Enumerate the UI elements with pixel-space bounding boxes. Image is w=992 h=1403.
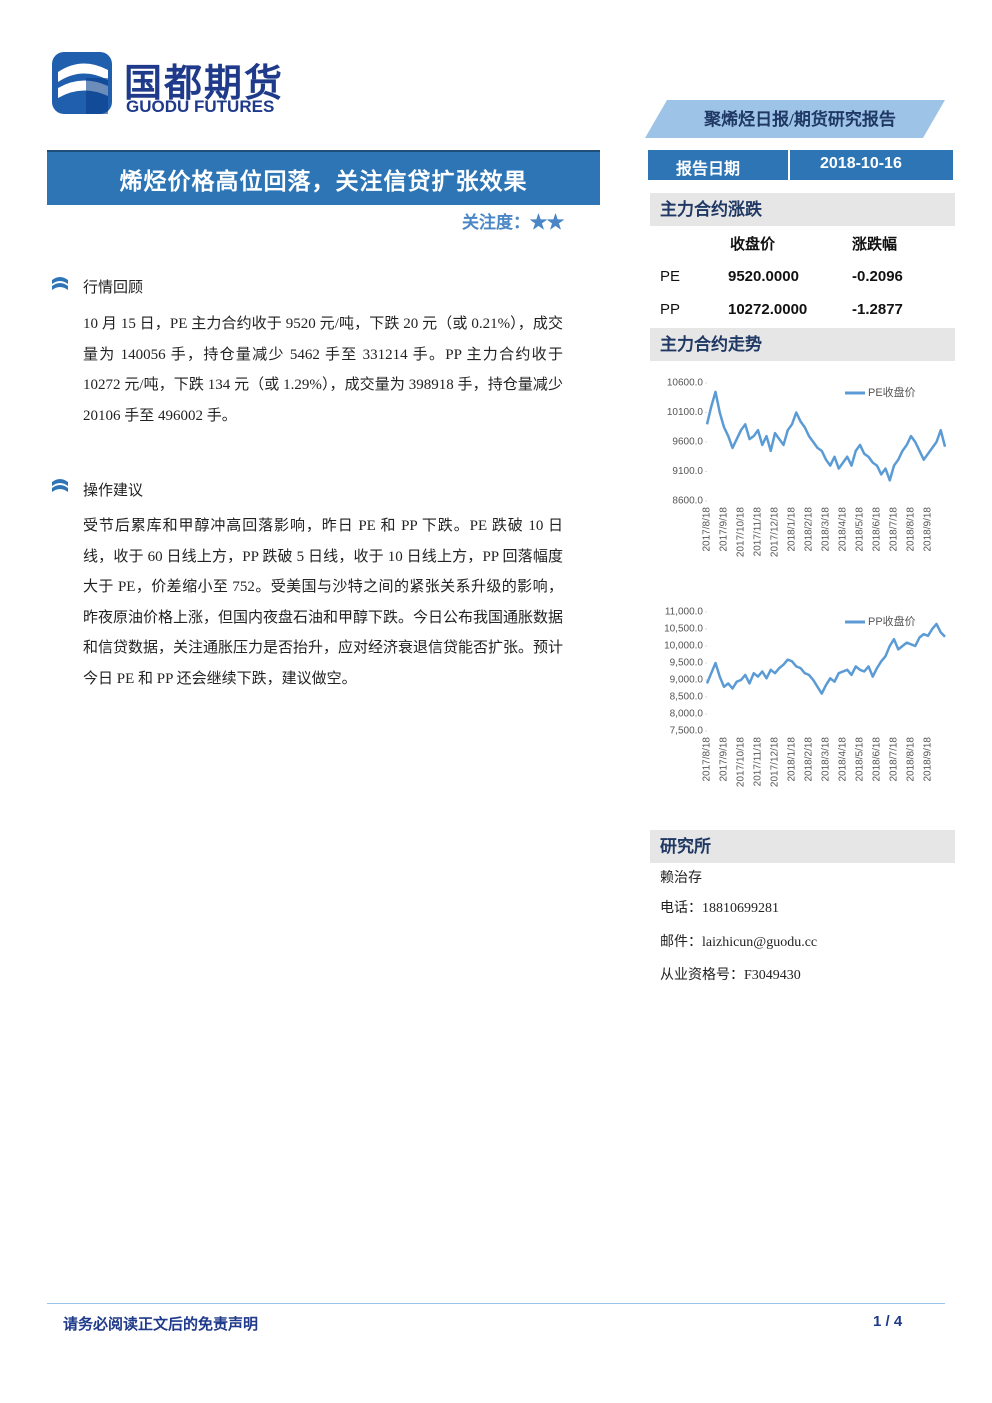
x-tick-label: 2018/3/18: [821, 507, 832, 552]
date-label: 报告日期: [676, 161, 741, 178]
x-tick-label: 2018/9/18: [923, 737, 934, 782]
x-tick-label: 2017/11/18: [753, 507, 764, 557]
y-tick-label: 8600.0: [672, 496, 703, 507]
x-tick-label: 2018/6/18: [872, 507, 883, 552]
y-tick-label: 10600.0: [667, 378, 704, 389]
date-row: 报告日期 2018-10-16: [648, 150, 953, 180]
table-cell: 10272.0000: [728, 301, 808, 318]
x-tick-label: 2017/9/18: [719, 507, 730, 552]
section-text: 10 月 15 日，PE 主力合约收于 9520 元/吨，下跌 20 元（或 0…: [83, 316, 563, 424]
x-tick-label: 2017/10/18: [736, 737, 747, 787]
x-tick-label: 2018/6/18: [872, 737, 883, 782]
focus-stars: ★★: [530, 213, 564, 232]
license: 从业资格号：F3049430: [660, 968, 801, 983]
focus: 关注度：★★: [462, 208, 564, 233]
x-tick-label: 2018/1/18: [787, 507, 798, 552]
sidebar-heading: 主力合约走势: [650, 328, 955, 361]
x-tick-label: 2017/12/18: [770, 737, 781, 787]
x-tick-label: 2017/11/18: [753, 737, 764, 787]
table-cell: PE: [660, 268, 681, 285]
disclaimer: 请务必阅读正文后的免责声明: [63, 1317, 259, 1333]
page-number: 1 / 4: [873, 1313, 903, 1330]
report-type: 聚烯烃日报/期货研究报告: [703, 109, 896, 129]
table-header: 涨跌幅: [852, 237, 898, 253]
table-cell: 9520.0000: [728, 268, 799, 285]
y-tick-label: 10100.0: [667, 407, 704, 418]
x-tick-label: 2018/8/18: [906, 737, 917, 782]
section-text: 受节后累库和甲醇冲高回落影响，昨日 PE 和 PP 下跌。PE 跌破 10 日线…: [83, 518, 564, 687]
y-tick-label: 10,000.0: [664, 641, 703, 652]
x-tick-label: 2018/4/18: [838, 507, 849, 552]
divider: [788, 150, 790, 180]
report-title: 烯烃价格高位回落，关注信贷扩张效果: [47, 150, 600, 205]
x-tick-label: 2018/3/18: [821, 737, 832, 782]
x-tick-label: 2018/8/18: [906, 507, 917, 552]
footer-rule: [47, 1303, 945, 1304]
x-tick-label: 2018/2/18: [804, 507, 815, 552]
y-tick-label: 8,000.0: [670, 709, 704, 720]
y-tick-label: 7,500.0: [670, 726, 704, 737]
y-tick-label: 9,000.0: [670, 675, 704, 686]
date-value: 2018-10-16: [820, 155, 902, 172]
x-tick-label: 2018/5/18: [855, 507, 866, 552]
x-tick-label: 2017/8/18: [702, 507, 713, 552]
x-tick-label: 2018/7/18: [889, 507, 900, 552]
report-type-banner: 聚烯烃日报/期货研究报告: [645, 100, 945, 138]
x-tick-label: 2018/5/18: [855, 737, 866, 782]
phone: 电话：18810699281: [660, 901, 779, 916]
logo-mark: [52, 52, 112, 114]
section-heading: 操作建议: [83, 483, 144, 499]
y-tick-label: 9100.0: [672, 466, 703, 477]
x-tick-label: 2018/4/18: [838, 737, 849, 782]
y-tick-label: 9,500.0: [670, 658, 704, 669]
focus-label: 关注度：: [462, 213, 530, 232]
x-tick-label: 2018/2/18: [804, 737, 815, 782]
section-heading: 行情回顾: [83, 280, 144, 296]
logo-subtext: GUODU FUTURES: [126, 97, 275, 116]
x-tick-label: 2017/8/18: [702, 737, 713, 782]
x-tick-label: 2017/12/18: [770, 507, 781, 557]
x-tick-label: 2017/9/18: [719, 737, 730, 782]
legend-label: PE收盘价: [868, 385, 916, 399]
x-tick-label: 2018/7/18: [889, 737, 900, 782]
x-tick-label: 2018/1/18: [787, 737, 798, 782]
table-cell: PP: [660, 301, 681, 318]
y-tick-label: 9600.0: [672, 437, 703, 448]
logo-text: 国都期货: [124, 61, 285, 105]
sidebar-heading: 主力合约涨跌: [650, 193, 955, 226]
y-tick-label: 11,000.0: [665, 607, 704, 618]
chart: 8600.0 9100.0 9600.0 10100.0 10600.0 2017/8/1…: [667, 378, 947, 557]
section-icon: [52, 277, 68, 290]
data-line: [705, 390, 947, 482]
email: 邮件：laizhicun@guodu.cc: [660, 935, 818, 950]
table-header: 收盘价: [730, 237, 776, 253]
x-tick-label: 2018/9/18: [923, 507, 934, 552]
y-tick-label: 10,500.0: [664, 624, 703, 635]
y-tick-label: 8,500.0: [670, 692, 704, 703]
sidebar-heading: 研究所: [650, 830, 955, 863]
legend-label: PP收盘价: [868, 614, 916, 628]
section-icon: [52, 479, 68, 492]
x-tick-label: 2017/10/18: [736, 507, 747, 557]
table-cell: -1.2877: [852, 301, 903, 318]
table-cell: -0.2096: [852, 268, 903, 285]
chart: 7,500.0 8,000.0 8,500.0 9,000.0 9,500.0 10,00…: [664, 607, 946, 787]
analyst: 赖治存: [660, 871, 702, 886]
data-line: [705, 622, 946, 695]
